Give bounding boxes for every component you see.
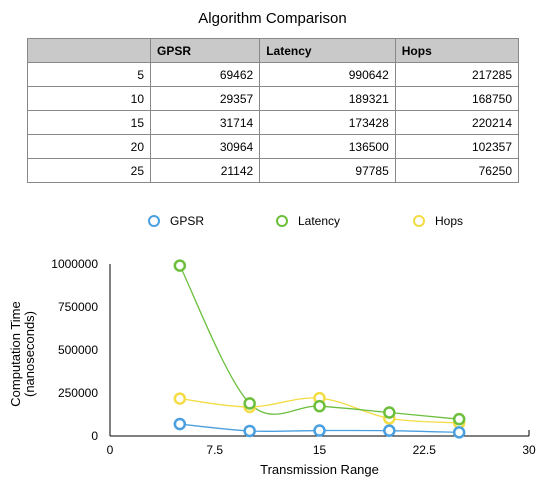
data-point-gpsr <box>452 426 466 439</box>
table-cell: 220214 <box>394 110 520 135</box>
table-row: 20 30964 136500 102357 <box>27 134 520 159</box>
table-cell: 217285 <box>394 62 520 87</box>
x-tick-label: 30 <box>522 443 536 457</box>
legend-label-latency: Latency <box>298 214 341 228</box>
legend-label-gpsr: GPSR <box>170 214 205 228</box>
data-point-hops <box>173 392 187 405</box>
table-cell: 25 <box>27 158 151 183</box>
table-cell: 29357 <box>149 86 261 111</box>
table-row: 10 29357 189321 168750 <box>27 86 520 111</box>
series-line-latency <box>179 265 460 420</box>
legend-swatch-hops <box>413 215 425 227</box>
line-chart: 0 7.5 15 22.5 30 0 250000 500000 750000 1000000 Tr… <box>8 257 536 477</box>
legend-label-hops: Hops <box>435 214 464 228</box>
data-point-gpsr <box>313 424 326 437</box>
x-tick-label: 0 <box>107 443 114 457</box>
y-axis-title-line: (nanoseconds) <box>22 311 37 397</box>
data-table: GPSR Latency Hops 5 69462 990642 217285 … <box>27 38 520 183</box>
table-cell: 69462 <box>149 62 261 87</box>
chart-legend: GPSR Latency Hops <box>0 214 545 232</box>
table-header-row: GPSR Latency Hops <box>27 38 520 63</box>
table-cell: 97785 <box>259 158 396 183</box>
data-point-latency <box>173 259 187 272</box>
table-cell: 173428 <box>259 110 396 135</box>
table-cell: 5 <box>27 62 151 87</box>
table-cell: 31714 <box>149 110 261 135</box>
data-point-gpsr <box>243 424 256 438</box>
y-tick-label: 750000 <box>58 300 98 314</box>
data-point-gpsr <box>383 424 396 437</box>
table-cell: 189321 <box>259 86 396 111</box>
table-header-cell: Hops <box>394 38 520 63</box>
y-tick-label: 0 <box>91 429 98 443</box>
table-cell: 102357 <box>394 134 520 159</box>
table-row: 5 69462 990642 217285 <box>27 62 520 87</box>
legend-swatch-latency <box>276 215 288 227</box>
table-row: 15 31714 173428 220214 <box>27 110 520 135</box>
table-header-cell: GPSR <box>149 38 261 63</box>
data-point-latency <box>243 397 256 410</box>
table-cell: 10 <box>27 86 151 111</box>
table-header-cell: Latency <box>259 38 396 63</box>
data-point-latency <box>452 412 466 426</box>
x-tick-label: 22.5 <box>413 443 437 457</box>
y-tick-label: 250000 <box>58 386 98 400</box>
table-cell: 76250 <box>394 158 520 183</box>
legend-item-hops: Hops <box>413 214 463 228</box>
data-point-latency <box>313 399 326 413</box>
x-tick-label: 7.5 <box>206 443 223 457</box>
legend-item-gpsr: GPSR <box>148 214 204 228</box>
data-point-gpsr <box>173 417 187 431</box>
y-tick-label: 1000000 <box>51 257 98 271</box>
table-header-cell <box>27 38 151 63</box>
table-cell: 30964 <box>149 134 261 159</box>
y-axis-title: Computation Time(nanoseconds) <box>8 301 37 407</box>
x-tick-label: 15 <box>313 443 327 457</box>
table-title: Algorithm Comparison <box>198 10 347 27</box>
table-row: 25 21142 97785 76250 <box>27 158 520 183</box>
x-axis-title: Transmission Range <box>260 462 379 477</box>
data-point-latency <box>383 406 396 419</box>
legend-item-latency: Latency <box>276 214 340 228</box>
table-cell: 990642 <box>259 62 396 87</box>
table-cell: 21142 <box>149 158 261 183</box>
table-cell: 15 <box>27 110 151 135</box>
y-axis-title-line: Computation Time <box>8 301 23 407</box>
table-cell: 136500 <box>259 134 396 159</box>
table-cell: 20 <box>27 134 151 159</box>
legend-swatch-gpsr <box>148 215 160 227</box>
y-tick-label: 500000 <box>58 343 98 357</box>
table-cell: 168750 <box>394 86 520 111</box>
